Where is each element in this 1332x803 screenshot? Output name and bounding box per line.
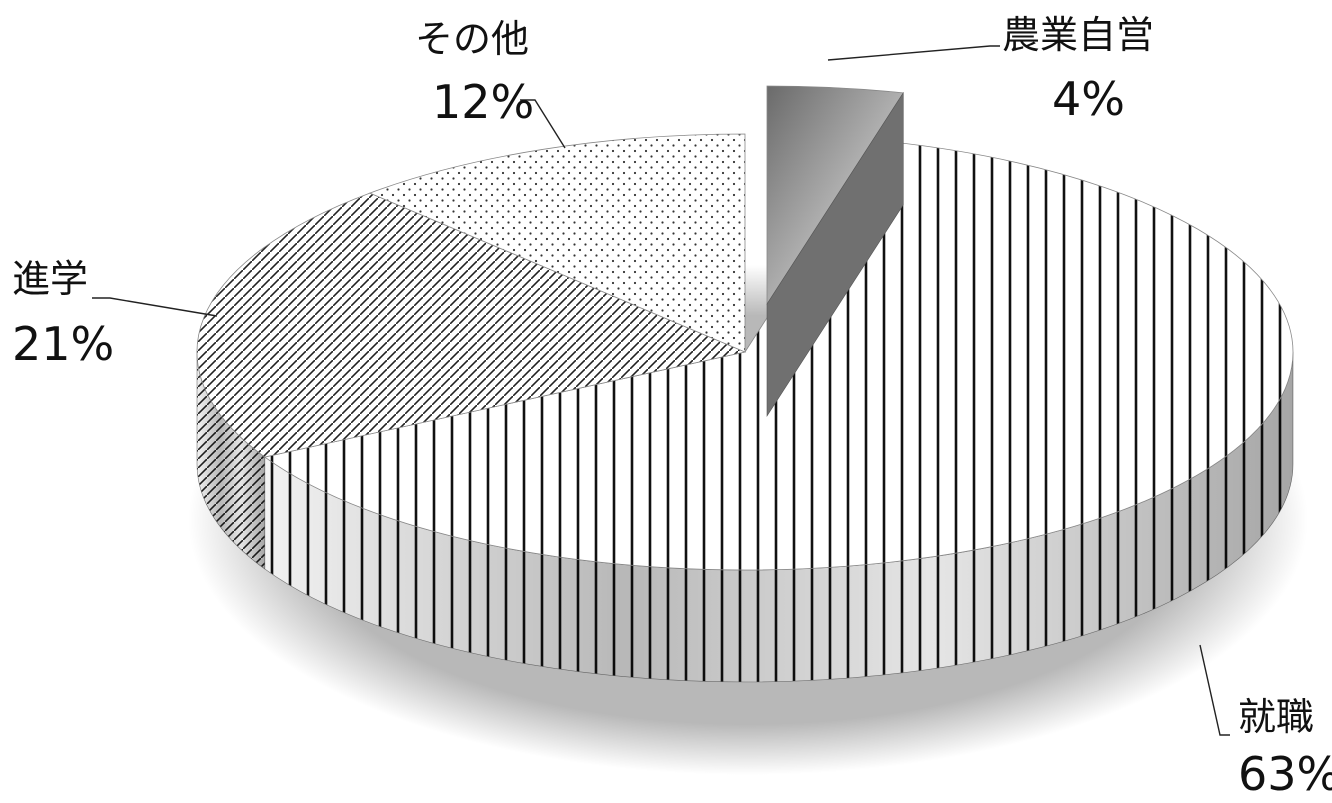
slice-value-higher-edu: 21% [12, 317, 114, 371]
pie-slice-cutface-farming [766, 91, 904, 418]
slice-value-other: 12% [432, 75, 534, 129]
pie-slice-farming [766, 85, 904, 418]
pie-slice-top-other [368, 133, 746, 353]
pie-slice-top-higher-edu [196, 192, 747, 458]
pie-slice-side-shade-jobs [264, 352, 1293, 682]
slice-label-jobs: 就職 [1238, 695, 1314, 739]
pie-slice-higher-edu [196, 192, 747, 570]
slice-value-farming: 4% [1052, 72, 1125, 126]
pie-slice-other [368, 133, 746, 353]
pie-layer [196, 85, 1294, 683]
slice-label-other: その他 [415, 17, 529, 61]
leader-line-farming [827, 45, 1000, 61]
leader-line-jobs [1199, 644, 1230, 736]
slice-label-farming: 農業自営 [1002, 13, 1154, 57]
slice-label-higher-edu: 進学 [12, 257, 88, 301]
slice-value-jobs: 63% [1238, 747, 1332, 798]
leader-line-other [520, 99, 566, 149]
label-layer: 就職 63% 進学 21% その他 12% 農業自営 4% [12, 13, 1332, 801]
leader-line-higher-edu [92, 297, 218, 317]
